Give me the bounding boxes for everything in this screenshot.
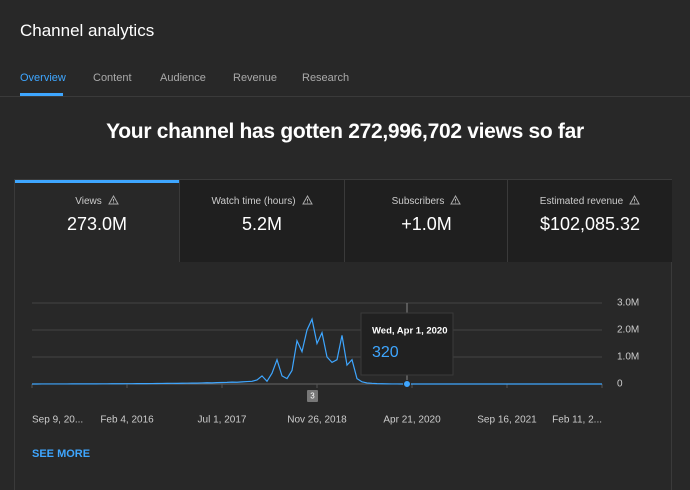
x-tick-label: Apr 21, 2020 bbox=[383, 415, 441, 426]
y-tick-label: 1.0M bbox=[617, 352, 639, 363]
tab[interactable]: Overview bbox=[20, 72, 66, 84]
metric-value: $102,085.32 bbox=[539, 214, 641, 234]
metric-label: Views bbox=[15, 194, 179, 208]
page-title: Channel analytics bbox=[20, 21, 155, 40]
metric-card[interactable]: Views 273.0M bbox=[15, 180, 179, 262]
tooltip-value: 320 bbox=[372, 344, 399, 361]
metric-value: 5.2M bbox=[241, 214, 283, 234]
metric-label: Watch time (hours) bbox=[180, 194, 344, 208]
tooltip-box bbox=[360, 312, 454, 376]
metric-label: Subscribers bbox=[345, 194, 508, 208]
tooltip-date: Wed, Apr 1, 2020 bbox=[372, 326, 448, 337]
tab[interactable]: Content bbox=[93, 72, 132, 84]
tab[interactable]: Revenue bbox=[233, 72, 278, 84]
x-tick-label: Feb 4, 2016 bbox=[100, 415, 154, 426]
x-tick-label: Sep 9, 20... bbox=[32, 415, 83, 426]
x-tick-label: Jul 1, 2017 bbox=[198, 415, 247, 426]
metric-card[interactable]: Watch time (hours) 5.2M bbox=[179, 180, 344, 262]
line-series bbox=[31, 317, 602, 385]
tab-underline bbox=[20, 93, 63, 96]
tab[interactable]: Research bbox=[302, 72, 350, 84]
hover-point bbox=[403, 379, 411, 388]
warning-icon bbox=[301, 194, 313, 208]
metric-value: 273.0M bbox=[66, 214, 128, 234]
metric-value: +1.0M bbox=[401, 214, 452, 234]
warning-icon bbox=[107, 194, 119, 208]
tab[interactable]: Audience bbox=[160, 72, 206, 84]
metric-label-text: Views bbox=[75, 196, 102, 207]
metric-label: Estimated revenue bbox=[508, 194, 672, 208]
y-tick-label: 3.0M bbox=[617, 298, 639, 309]
badge-label: 3 bbox=[310, 392, 315, 401]
metric-label-text: Subscribers bbox=[391, 196, 445, 207]
warning-icon bbox=[450, 194, 462, 208]
metric-card[interactable]: Estimated revenue $102,085.32 bbox=[507, 180, 672, 262]
metric-label-text: Estimated revenue bbox=[539, 196, 624, 207]
panel bbox=[14, 179, 672, 490]
see-more-link[interactable]: SEE MORE bbox=[32, 448, 91, 460]
badge bbox=[307, 390, 318, 402]
metric-card[interactable]: Subscribers +1.0M bbox=[344, 180, 508, 262]
headline: Your channel has gotten 272,996,702 view… bbox=[106, 120, 584, 143]
metric-label-text: Watch time (hours) bbox=[211, 196, 296, 207]
divider bbox=[0, 96, 690, 97]
x-tick-label: Feb 11, 2... bbox=[552, 415, 602, 426]
y-tick-label: 0 bbox=[617, 379, 623, 390]
warning-icon bbox=[629, 194, 641, 208]
x-tick-label: Sep 16, 2021 bbox=[477, 415, 537, 426]
x-tick-label: Nov 26, 2018 bbox=[287, 415, 347, 426]
y-tick-label: 2.0M bbox=[617, 325, 639, 336]
